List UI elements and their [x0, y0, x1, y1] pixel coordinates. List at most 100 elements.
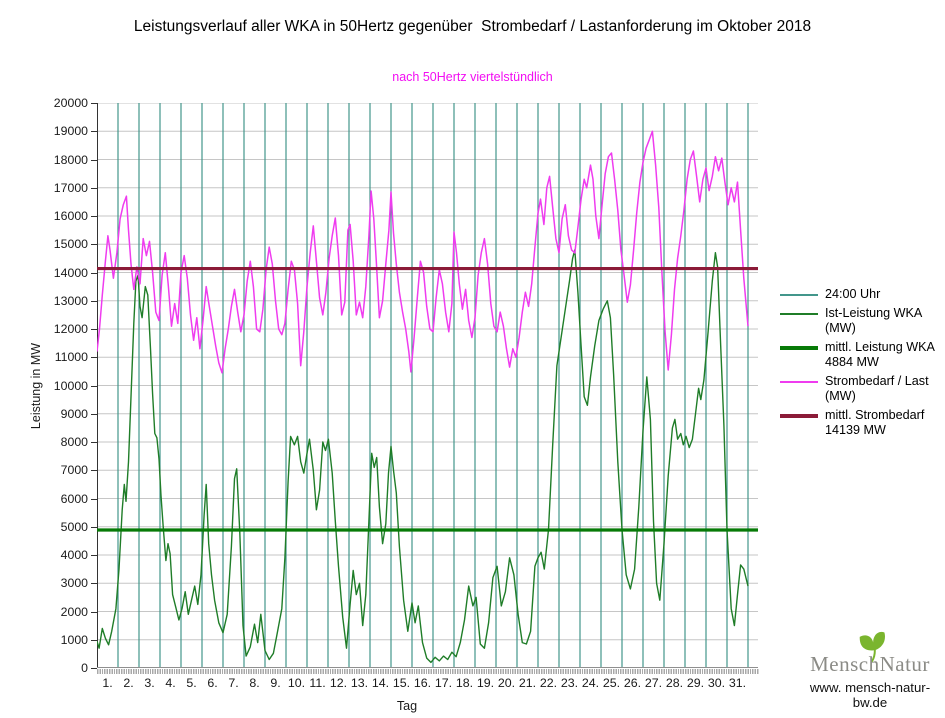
y-tick-mark: [91, 216, 97, 217]
legend-line-swatch: [780, 345, 818, 350]
y-tick-mark: [91, 442, 97, 443]
x-tick-label: 19.: [476, 676, 495, 690]
x-tick-label: 4.: [165, 676, 176, 690]
x-tick-label: 3.: [144, 676, 155, 690]
x-tick-label: 6.: [207, 676, 218, 690]
x-tick-label: 23.: [560, 676, 579, 690]
y-tick-label: 16000: [53, 209, 88, 223]
y-tick-label: 4000: [60, 548, 88, 562]
y-tick-mark: [91, 639, 97, 641]
y-tick-mark: [91, 357, 97, 359]
x-tick-label: 26.: [623, 676, 642, 690]
legend-label: mittl. Leistung WKA 4884 MW: [825, 339, 935, 370]
legend-line-swatch: [780, 312, 818, 315]
website-url: www. mensch-natur-bw.de: [809, 680, 931, 710]
y-tick-mark: [91, 385, 97, 387]
x-tick-label: 22.: [539, 676, 558, 690]
y-tick-mark: [91, 498, 97, 500]
chart-canvas: [97, 103, 758, 668]
chart-title: Leistungsverlauf aller WKA in 50Hertz ge…: [133, 18, 812, 35]
logo-text: MenschNatur: [795, 652, 945, 677]
legend-line-swatch: [780, 380, 818, 383]
y-tick-mark: [91, 329, 97, 330]
y-tick-mark: [91, 103, 97, 104]
y-tick-label: 20000: [53, 96, 88, 110]
x-tick-label: 29.: [686, 676, 705, 690]
x-tick-label: 18.: [455, 676, 474, 690]
ginkgo-leaf-icon: [859, 631, 885, 663]
y-tick-label: 1000: [60, 632, 88, 647]
x-tick-label: 21.: [518, 676, 537, 690]
legend-item: mittl. Leistung WKA 4884 MW: [780, 340, 945, 371]
x-tick-label: 30.: [707, 676, 726, 690]
legend: 24:00 Uhr Ist-Leistung WKA (MW) mittl. Leis…: [780, 287, 945, 442]
y-tick-label: 11000: [54, 350, 88, 365]
x-tick-label: 11.: [309, 676, 326, 690]
legend-label: Ist-Leistung WKA (MW): [825, 305, 923, 336]
x-tick-label: 8.: [249, 676, 260, 690]
y-tick-label: 17000: [53, 180, 88, 195]
legend-label: 24:00 Uhr: [825, 287, 881, 301]
x-tick-label: 5.: [186, 676, 197, 690]
x-tick-label: 28.: [665, 676, 684, 690]
series-ist-leistung-wka-mw-: [97, 249, 749, 664]
y-tick-mark: [91, 413, 97, 415]
y-tick-label: 3000: [60, 576, 88, 591]
y-tick-label: 5000: [60, 519, 88, 534]
legend-line-swatch: [780, 413, 818, 418]
x-tick-label: 10.: [287, 676, 306, 690]
x-tick-label: 15.: [392, 676, 411, 690]
x-tick-label: 17.: [434, 676, 453, 690]
x-tick-label: 13.: [350, 676, 369, 690]
chart-subtitle: nach 50Hertz viertelstündlich: [392, 70, 553, 84]
x-tick-label: 20.: [497, 676, 516, 690]
y-tick-label: 18000: [53, 152, 88, 167]
x-axis-minor-tick-band: [97, 669, 759, 674]
legend-item: Strombedarf / Last (MW): [780, 374, 945, 405]
y-tick-label: 14000: [53, 265, 88, 280]
x-tick-label: 2.: [123, 676, 134, 690]
legend-item: Ist-Leistung WKA (MW): [780, 306, 945, 337]
x-tick-label: 14.: [371, 676, 390, 690]
x-tick-label: 12.: [329, 676, 348, 690]
logo-text-mensch: Mensch: [810, 652, 880, 676]
y-tick-mark: [91, 131, 97, 133]
plot-area: [97, 103, 758, 668]
y-tick-label: 7000: [60, 463, 88, 478]
y-tick-label: 8000: [60, 435, 88, 449]
legend-label: Strombedarf / Last (MW): [825, 373, 929, 404]
y-tick-label: 0: [81, 661, 88, 675]
y-tick-mark: [91, 159, 97, 161]
x-axis-title: Tag: [396, 699, 418, 713]
y-tick-mark: [91, 611, 97, 613]
y-tick-label: 10000: [53, 378, 88, 393]
y-tick-label: 9000: [60, 406, 88, 421]
y-tick-mark: [91, 187, 97, 189]
logo: MenschNatur www. mensch-natur-bw.de: [795, 628, 945, 710]
y-tick-mark: [91, 470, 97, 472]
y-tick-mark: [91, 272, 97, 274]
x-tick-label: 24.: [581, 676, 600, 690]
gridlines: [97, 103, 758, 641]
y-tick-mark: [91, 526, 97, 528]
x-tick-label: 25.: [602, 676, 621, 690]
legend-line-swatch: [780, 294, 818, 296]
x-tick-label: 31.: [728, 676, 747, 690]
series-strombedarf-last-mw-: [97, 130, 749, 374]
day-boundary-lines: [117, 103, 749, 668]
x-tick-label: 9.: [270, 676, 281, 690]
y-tick-mark: [91, 583, 97, 585]
y-tick-label: 15000: [53, 237, 88, 252]
y-tick-mark: [91, 244, 97, 246]
x-tick-label: 27.: [644, 676, 663, 690]
legend-item: mittl. Strombedarf 14139 MW: [780, 408, 945, 439]
x-tick-label: 1.: [102, 676, 113, 690]
y-tick-label: 6000: [60, 491, 88, 506]
x-tick-label: 7.: [228, 676, 239, 690]
y-tick-label: 2000: [60, 604, 88, 619]
x-tick-label: 16.: [413, 676, 432, 690]
logo-text-natur: Natur: [879, 652, 930, 676]
legend-item: 24:00 Uhr: [780, 287, 945, 303]
legend-label: mittl. Strombedarf 14139 MW: [825, 407, 925, 438]
